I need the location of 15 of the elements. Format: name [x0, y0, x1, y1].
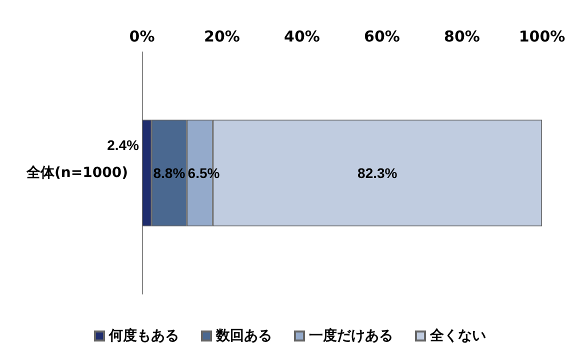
legend-label: 全くない	[429, 328, 486, 344]
legend-label: 一度だけある	[309, 327, 393, 344]
x-tick-label: 20%	[204, 28, 240, 46]
data-label: 2.4%	[107, 137, 140, 153]
x-tick-label: 100%	[518, 28, 566, 46]
legend-label: 何度もある	[108, 327, 179, 344]
x-tick-label: 40%	[284, 28, 320, 46]
data-label: 6.5%	[188, 165, 220, 181]
x-tick-label: 60%	[364, 28, 400, 46]
data-label: 8.8%	[153, 165, 186, 181]
x-tick-label: 0%	[129, 28, 155, 46]
legend-label: 数回ある	[215, 328, 272, 344]
y-tick-label: 全体(n=1000)	[26, 165, 128, 181]
data-label: 82.3%	[358, 165, 398, 181]
x-tick-label: 80%	[444, 28, 480, 46]
